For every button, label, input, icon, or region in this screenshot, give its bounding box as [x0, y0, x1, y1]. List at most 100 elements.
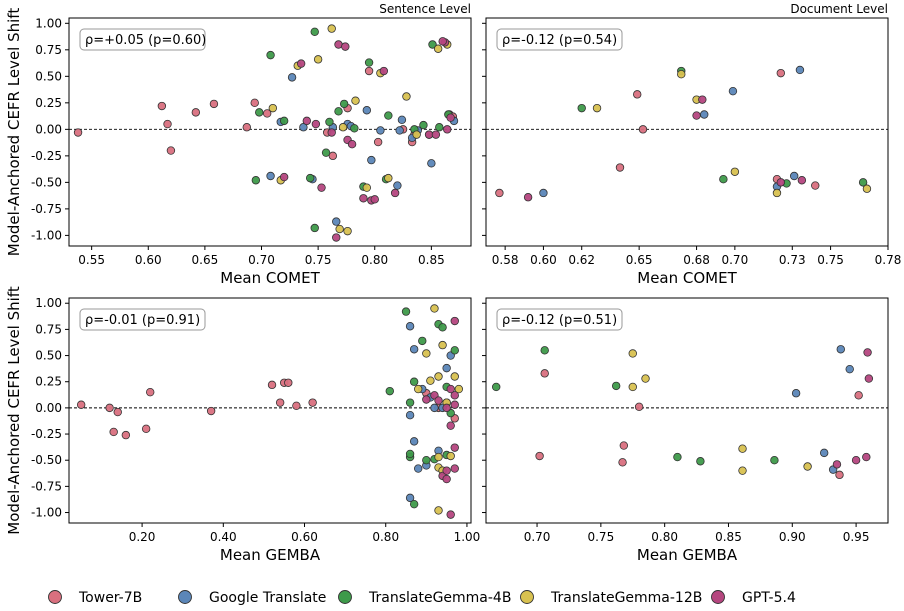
series-tower-7b: [76, 378, 459, 440]
data-point: [442, 363, 451, 373]
x-tick-label: 0.80: [651, 530, 678, 544]
legend-item-translategemma-4b: TranslateGemma-4B: [338, 590, 511, 606]
legend: Tower-7B Google Translate TranslateGemma-4…: [48, 590, 796, 606]
plot-frame: [485, 297, 889, 524]
data-point: [384, 173, 393, 183]
x-tick-label: 0.90: [779, 530, 806, 544]
data-point: [250, 98, 259, 108]
data-point: [854, 391, 863, 400]
data-point: [619, 441, 629, 450]
data-point: [438, 340, 447, 350]
y-tick-label: 0.00: [35, 122, 62, 136]
data-point: [255, 108, 264, 117]
data-point: [384, 111, 393, 120]
data-point: [401, 307, 411, 316]
data-point: [523, 193, 533, 202]
data-point: [858, 178, 868, 187]
data-point: [864, 374, 874, 383]
y-tick-label: -0.25: [31, 149, 62, 163]
data-point: [327, 24, 336, 33]
correlation-annotation-box: [79, 28, 206, 51]
data-point: [267, 380, 277, 390]
data-point: [376, 126, 385, 135]
x-tick-label: 0.20: [129, 530, 156, 544]
panels: 0.55 0.60 0.65 0.70 0.75 0.80 0.85 -1.00 -0.75 -0…: [5, 2, 901, 564]
data-point: [325, 117, 334, 127]
legend-item-google-translate: Google Translate: [178, 590, 326, 606]
x-tick-label: 0.70: [248, 253, 275, 267]
data-point: [385, 386, 394, 396]
x-tick-label: 0.40: [210, 530, 237, 544]
x-tick-label: 0.70: [524, 530, 551, 544]
data-point: [770, 456, 779, 465]
y-tick-label: -0.50: [31, 175, 62, 189]
correlation-annotation-box: [79, 308, 206, 331]
data-point: [450, 400, 459, 409]
data-point: [431, 130, 441, 139]
data-point: [428, 40, 437, 49]
data-point: [790, 171, 799, 181]
legend-marker: [520, 590, 534, 604]
data-point: [284, 378, 293, 387]
data-point: [539, 188, 548, 198]
x-tick-label: 0.78: [875, 253, 902, 267]
data-point: [862, 184, 872, 193]
data-point: [409, 499, 419, 509]
plot-frame: [68, 297, 472, 524]
series-translategemma-4b: [385, 307, 459, 509]
data-point: [405, 322, 415, 331]
x-tick-label: 0.68: [683, 253, 710, 267]
data-point: [419, 120, 428, 130]
data-point: [362, 106, 372, 115]
data-point: [795, 65, 805, 75]
data-point: [266, 50, 275, 60]
data-point: [835, 470, 844, 480]
data-point: [141, 424, 151, 434]
data-point: [836, 345, 845, 354]
data-point: [395, 126, 404, 135]
panel-4: 0.70 0.75 0.80 0.85 0.90 0.95 ρ=-0.12 (p=0.51)…: [482, 297, 889, 564]
data-point: [791, 389, 801, 398]
data-point: [638, 125, 648, 134]
data-point: [434, 372, 443, 381]
series-translategemma-12b: [628, 349, 812, 475]
data-point: [442, 474, 451, 484]
y-tick-label: -1.00: [31, 506, 62, 520]
x-tick-label: 0.60: [530, 253, 557, 267]
data-point: [738, 466, 747, 475]
data-point: [334, 107, 343, 116]
data-point: [412, 130, 421, 139]
data-point: [438, 323, 447, 332]
data-point: [327, 128, 336, 137]
data-point: [310, 223, 319, 233]
data-point: [339, 99, 349, 109]
data-point: [287, 73, 297, 82]
data-point: [390, 188, 400, 198]
data-point: [628, 349, 637, 358]
data-point: [414, 464, 423, 473]
series-tower-7b: [535, 369, 863, 480]
data-point: [611, 381, 621, 391]
data-point: [359, 194, 368, 203]
correlation-annotation: ρ=-0.12 (p=0.51): [502, 313, 617, 328]
data-point: [492, 382, 501, 392]
data-point: [163, 119, 172, 129]
legend-item-tower-7b: Tower-7B: [48, 590, 142, 606]
correlation-annotation: ρ=-0.01 (p=0.91): [85, 313, 200, 328]
data-point: [540, 369, 549, 378]
data-point: [442, 403, 451, 413]
series-translategemma-12b: [592, 70, 872, 198]
correlation-annotation-box: [496, 28, 623, 51]
series-google-translate: [791, 345, 854, 474]
data-point: [450, 443, 459, 452]
data-point: [696, 457, 705, 466]
data-point: [641, 374, 650, 383]
data-point: [338, 123, 348, 132]
data-point: [405, 398, 415, 407]
data-point: [350, 124, 359, 133]
data-point: [673, 452, 682, 462]
data-point: [405, 411, 415, 420]
y-tick-label: -0.50: [31, 453, 62, 467]
data-point: [402, 92, 411, 101]
data-point: [851, 456, 861, 465]
